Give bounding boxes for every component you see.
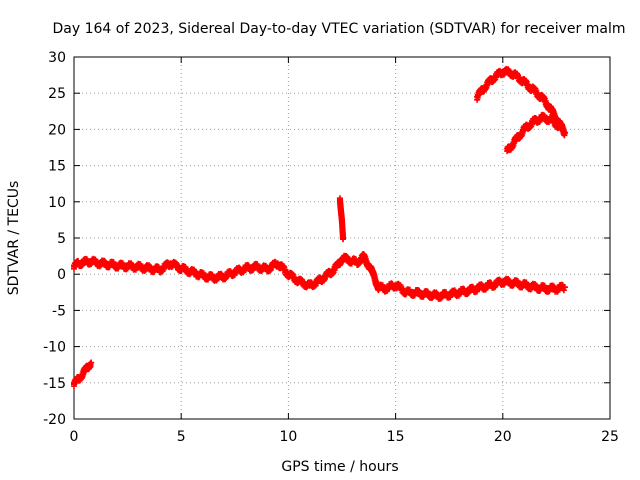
x-tick-label: 25 (601, 429, 619, 445)
axis-ticks: 0 5 10 15 20 25 -20 -15 -10 -5 0 5 10 15 20 25 30 (43, 50, 619, 445)
y-tick-label: -15 (43, 376, 66, 392)
point-markers (336, 195, 347, 243)
x-tick-label: 10 (279, 429, 297, 445)
y-axis-label: SDTVAR / TECUs (6, 181, 22, 296)
y-tick-label: -10 (43, 340, 66, 356)
y-tick-label: 5 (57, 231, 66, 247)
y-tick-label: 30 (48, 50, 66, 66)
point-markers (71, 251, 568, 302)
y-tick-label: 15 (48, 159, 66, 175)
x-tick-label: 15 (387, 429, 405, 445)
y-tick-label: 20 (48, 122, 66, 138)
series-marks (71, 251, 568, 302)
x-tick-label: 5 (177, 429, 186, 445)
data-points (71, 65, 568, 390)
y-tick-label: -5 (52, 303, 66, 319)
y-tick-label: 0 (57, 267, 66, 283)
y-tick-label: 10 (48, 195, 66, 211)
x-tick-label: 0 (70, 429, 79, 445)
point-markers (504, 111, 568, 155)
series-marks (336, 195, 347, 243)
series-marks (71, 359, 95, 390)
x-tick-label: 20 (494, 429, 512, 445)
point-markers (71, 359, 95, 390)
chart-title: Day 164 of 2023, Sidereal Day-to-day VTE… (53, 21, 626, 37)
x-axis-label: GPS time / hours (281, 459, 398, 475)
y-tick-label: -20 (43, 412, 66, 428)
y-tick-label: 25 (48, 86, 66, 102)
series-marks (504, 111, 568, 155)
